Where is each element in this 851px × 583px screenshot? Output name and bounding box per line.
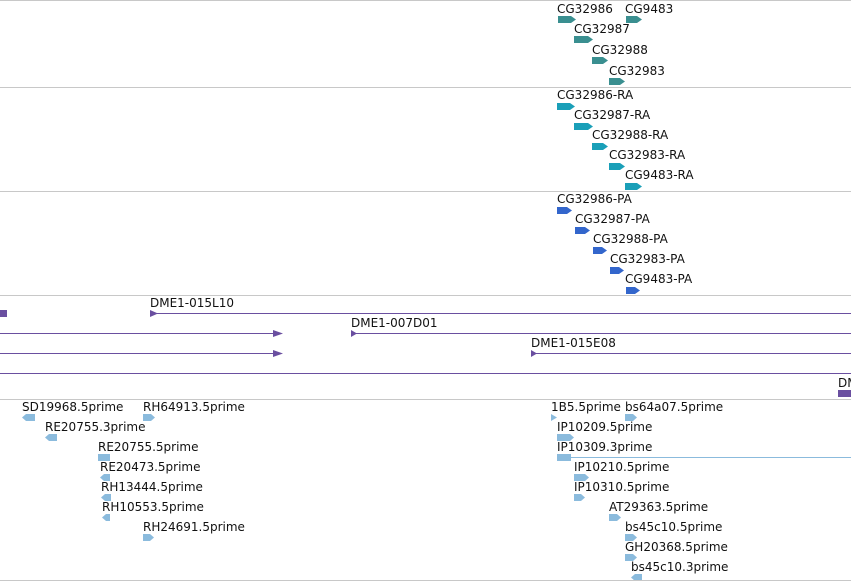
est-label: 1B5.5prime	[551, 400, 621, 414]
track-separator	[0, 295, 851, 296]
gene-label: CG32988	[592, 43, 648, 57]
track-separator	[0, 580, 851, 581]
est-glyph	[625, 534, 637, 541]
est-glyph	[551, 414, 557, 421]
clone-glyph[interactable]	[0, 350, 283, 357]
gene-track: CG32986 CG9483 CG32987 CG32988 CG32983	[0, 0, 851, 87]
est-label: RE20755.3prime	[45, 420, 146, 434]
transcript-label: CG32986-RA	[557, 88, 634, 102]
gene-glyph	[609, 78, 625, 85]
track-separator	[0, 87, 851, 88]
transcript-glyph	[592, 143, 608, 150]
protein-label: CG9483-PA	[625, 272, 693, 286]
clone-glyph[interactable]	[351, 330, 851, 337]
track-separator	[0, 191, 851, 192]
transcript-label: CG32987-RA	[574, 108, 651, 122]
est-label: IP10309.3prime	[557, 440, 653, 454]
clone-glyph[interactable]	[0, 370, 851, 377]
gene-glyph	[558, 16, 576, 23]
est-label: RH13444.5prime	[101, 480, 203, 494]
transcript-glyph	[557, 103, 575, 110]
clone-glyph[interactable]	[838, 390, 851, 397]
est-glyph	[557, 434, 574, 441]
est-glyph	[574, 474, 589, 481]
clone-glyph[interactable]	[531, 350, 851, 357]
transcript-glyph	[574, 123, 593, 130]
est-glyph	[143, 534, 154, 541]
est-label: RH24691.5prime	[143, 520, 245, 534]
gene-label: CG32983	[609, 64, 665, 78]
est-glyph	[101, 494, 111, 501]
clone-glyph[interactable]	[0, 330, 283, 337]
track-separator	[0, 0, 851, 1]
clone-label: DME1-015E08	[531, 336, 616, 350]
est-label: bs64a07.5prime	[625, 400, 724, 414]
est-label: RH64913.5prime	[143, 400, 245, 414]
gene-label: CG32986	[557, 2, 613, 16]
est-glyph	[557, 454, 851, 461]
est-label: IP10310.5prime	[574, 480, 670, 494]
clone-glyph[interactable]	[150, 310, 851, 317]
protein-label: CG32983-PA	[610, 252, 685, 266]
est-glyph	[574, 494, 585, 501]
est-label: RH10553.5prime	[102, 500, 204, 514]
clone-track: DME1-015L10 DME1-007D01 DME1-015E08 DM	[0, 296, 851, 399]
gene-label: CG32987	[574, 22, 630, 36]
track-separator	[0, 399, 851, 400]
protein-glyph	[593, 247, 607, 254]
gene-label: CG9483	[625, 2, 674, 16]
protein-label: CG32988-PA	[593, 232, 668, 246]
transcript-glyph	[625, 183, 642, 190]
est-glyph	[625, 554, 637, 561]
est-label: RE20473.5prime	[100, 460, 201, 474]
est-glyph	[631, 574, 642, 581]
gene-glyph	[574, 36, 593, 43]
transcript-label: CG32988-RA	[592, 128, 669, 142]
est-glyph	[625, 414, 637, 421]
est-label: bs45c10.5prime	[625, 520, 723, 534]
est-glyph	[98, 454, 110, 461]
protein-track: CG32986-PA CG32987-PA CG32988-PA CG32983…	[0, 192, 851, 295]
est-glyph	[609, 514, 621, 521]
transcript-label: CG9483-RA	[625, 168, 694, 182]
est-label: IP10210.5prime	[574, 460, 670, 474]
est-label: SD19968.5prime	[22, 400, 124, 414]
transcript-track: CG32986-RA CG32987-RA CG32988-RA CG32983…	[0, 88, 851, 191]
est-track: SD19968.5prime RH64913.5prime RE20755.3p…	[0, 400, 851, 583]
est-label: IP10209.5prime	[557, 420, 653, 434]
est-glyph	[22, 414, 35, 421]
protein-label: CG32986-PA	[557, 192, 632, 206]
gene-glyph	[626, 16, 642, 23]
protein-glyph	[626, 287, 640, 294]
transcript-glyph	[609, 163, 625, 170]
est-label: RE20755.5prime	[98, 440, 199, 454]
protein-glyph	[575, 227, 590, 234]
est-glyph	[45, 434, 57, 441]
clone-label: DM	[838, 376, 851, 390]
est-label: GH20368.5prime	[625, 540, 728, 554]
transcript-label: CG32983-RA	[609, 148, 686, 162]
clone-glyph[interactable]	[0, 310, 7, 317]
protein-glyph	[610, 267, 624, 274]
est-glyph	[143, 414, 155, 421]
clone-label: DME1-007D01	[351, 316, 438, 330]
est-label: AT29363.5prime	[609, 500, 709, 514]
protein-label: CG32987-PA	[575, 212, 650, 226]
gene-glyph	[592, 57, 608, 64]
est-glyph	[100, 474, 110, 481]
clone-label: DME1-015L10	[150, 296, 234, 310]
est-label: bs45c10.3prime	[631, 560, 729, 574]
protein-glyph	[557, 207, 572, 214]
est-glyph	[102, 514, 110, 521]
